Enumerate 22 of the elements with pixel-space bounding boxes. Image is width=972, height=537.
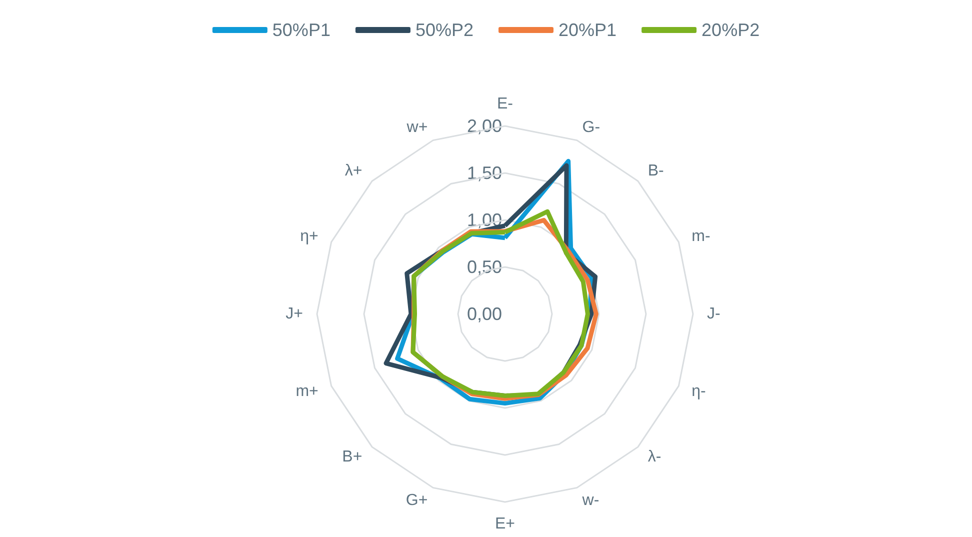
legend-label: 20%P2: [702, 20, 760, 40]
legend-label: 50%P1: [272, 20, 330, 40]
y-tick-label: 0,50: [466, 257, 502, 277]
spoke-label: η-: [692, 382, 706, 400]
spoke-label: w+: [406, 118, 428, 136]
spoke-label: λ+: [344, 162, 362, 180]
spoke-label: E+: [494, 516, 516, 532]
spoke-label: G+: [406, 492, 428, 510]
y-tick-label: 0,00: [466, 304, 502, 324]
spoke-label: η+: [300, 228, 318, 246]
spoke-label: J+: [286, 306, 303, 322]
spoke-label: w-: [581, 492, 600, 510]
spoke-label: J-: [707, 306, 720, 322]
spoke-label: m+: [296, 382, 318, 400]
legend-label: 20%P1: [558, 20, 617, 40]
spoke-label: E-: [497, 96, 513, 112]
spoke-label: B-: [648, 162, 664, 180]
legend-label: 50%P2: [415, 20, 474, 40]
spoke-label: B+: [342, 448, 362, 466]
spoke-label: m-: [692, 228, 710, 246]
spoke-label: G-: [582, 118, 600, 136]
spoke-label: λ-: [648, 448, 662, 466]
